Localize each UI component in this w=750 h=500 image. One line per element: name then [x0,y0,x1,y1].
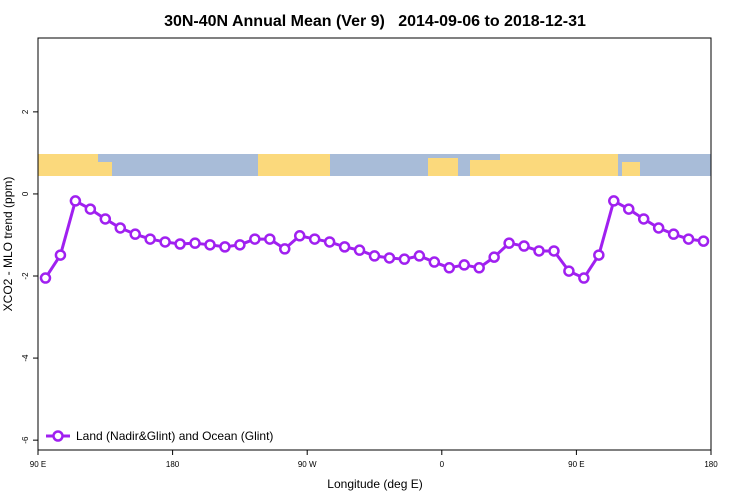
data-point [219,241,231,253]
data-point [563,265,575,277]
data-point [368,250,381,262]
data-point [204,239,216,251]
data-point [249,233,261,245]
data-point [129,228,141,240]
data-point [593,249,605,261]
map-strip [38,154,711,176]
y-tick-label: -2 [21,272,30,280]
data-point [114,222,127,234]
plot-frame [37,37,712,451]
x-axis-label: Longitude (deg E) [327,477,422,491]
data-point [234,239,246,251]
data-point [533,245,545,257]
series-line [44,199,704,280]
data-point [608,195,620,207]
data-point [622,203,635,215]
x-tick-label: 90 E [568,460,584,469]
data-point [189,237,201,249]
data-point [159,236,171,248]
data-point [383,252,396,264]
data-point [413,250,426,262]
data-point [667,228,680,240]
data-point [578,272,590,284]
data-point [652,222,665,234]
data-point [69,195,82,207]
data-point [279,243,291,255]
data-point [353,244,366,256]
data-point [697,235,710,247]
data-point [144,233,156,245]
chart-title: 30N-40N Annual Mean (Ver 9) 2014-09-06 t… [164,13,586,30]
data-point [428,256,441,268]
x-tick-label: 180 [166,460,180,469]
y-tick-label: -6 [21,436,30,444]
y-tick-label: 2 [21,109,30,114]
data-point [488,251,500,263]
data-point [174,238,186,250]
x-tick-label: 0 [440,460,445,469]
x-tick-label: 180 [704,460,718,469]
data-point [398,253,411,265]
data-point [39,272,52,284]
data-point [458,259,470,271]
x-tick-label: 90 W [298,460,317,469]
data-point [308,233,321,245]
y-axis-label: XCO2 - MLO trend (ppm) [1,177,15,312]
data-point [548,245,560,257]
data-point [264,233,276,245]
data-point [503,237,515,249]
data-point [293,230,306,242]
data-point [84,203,97,215]
data-point [338,241,351,253]
x-tick-label: 90 E [30,460,46,469]
data-point [682,233,695,245]
data-point [443,262,456,274]
y-tick-label: 0 [21,191,30,196]
y-tick-label: -4 [21,354,30,362]
data-point [473,262,485,274]
data-point [54,249,67,261]
legend-label: Land (Nadir&Glint) and Ocean (Glint) [76,429,273,443]
data-point [637,213,650,225]
data-point [518,240,530,252]
data-point [99,213,112,225]
legend-marker [52,430,64,442]
data-point [323,236,336,248]
